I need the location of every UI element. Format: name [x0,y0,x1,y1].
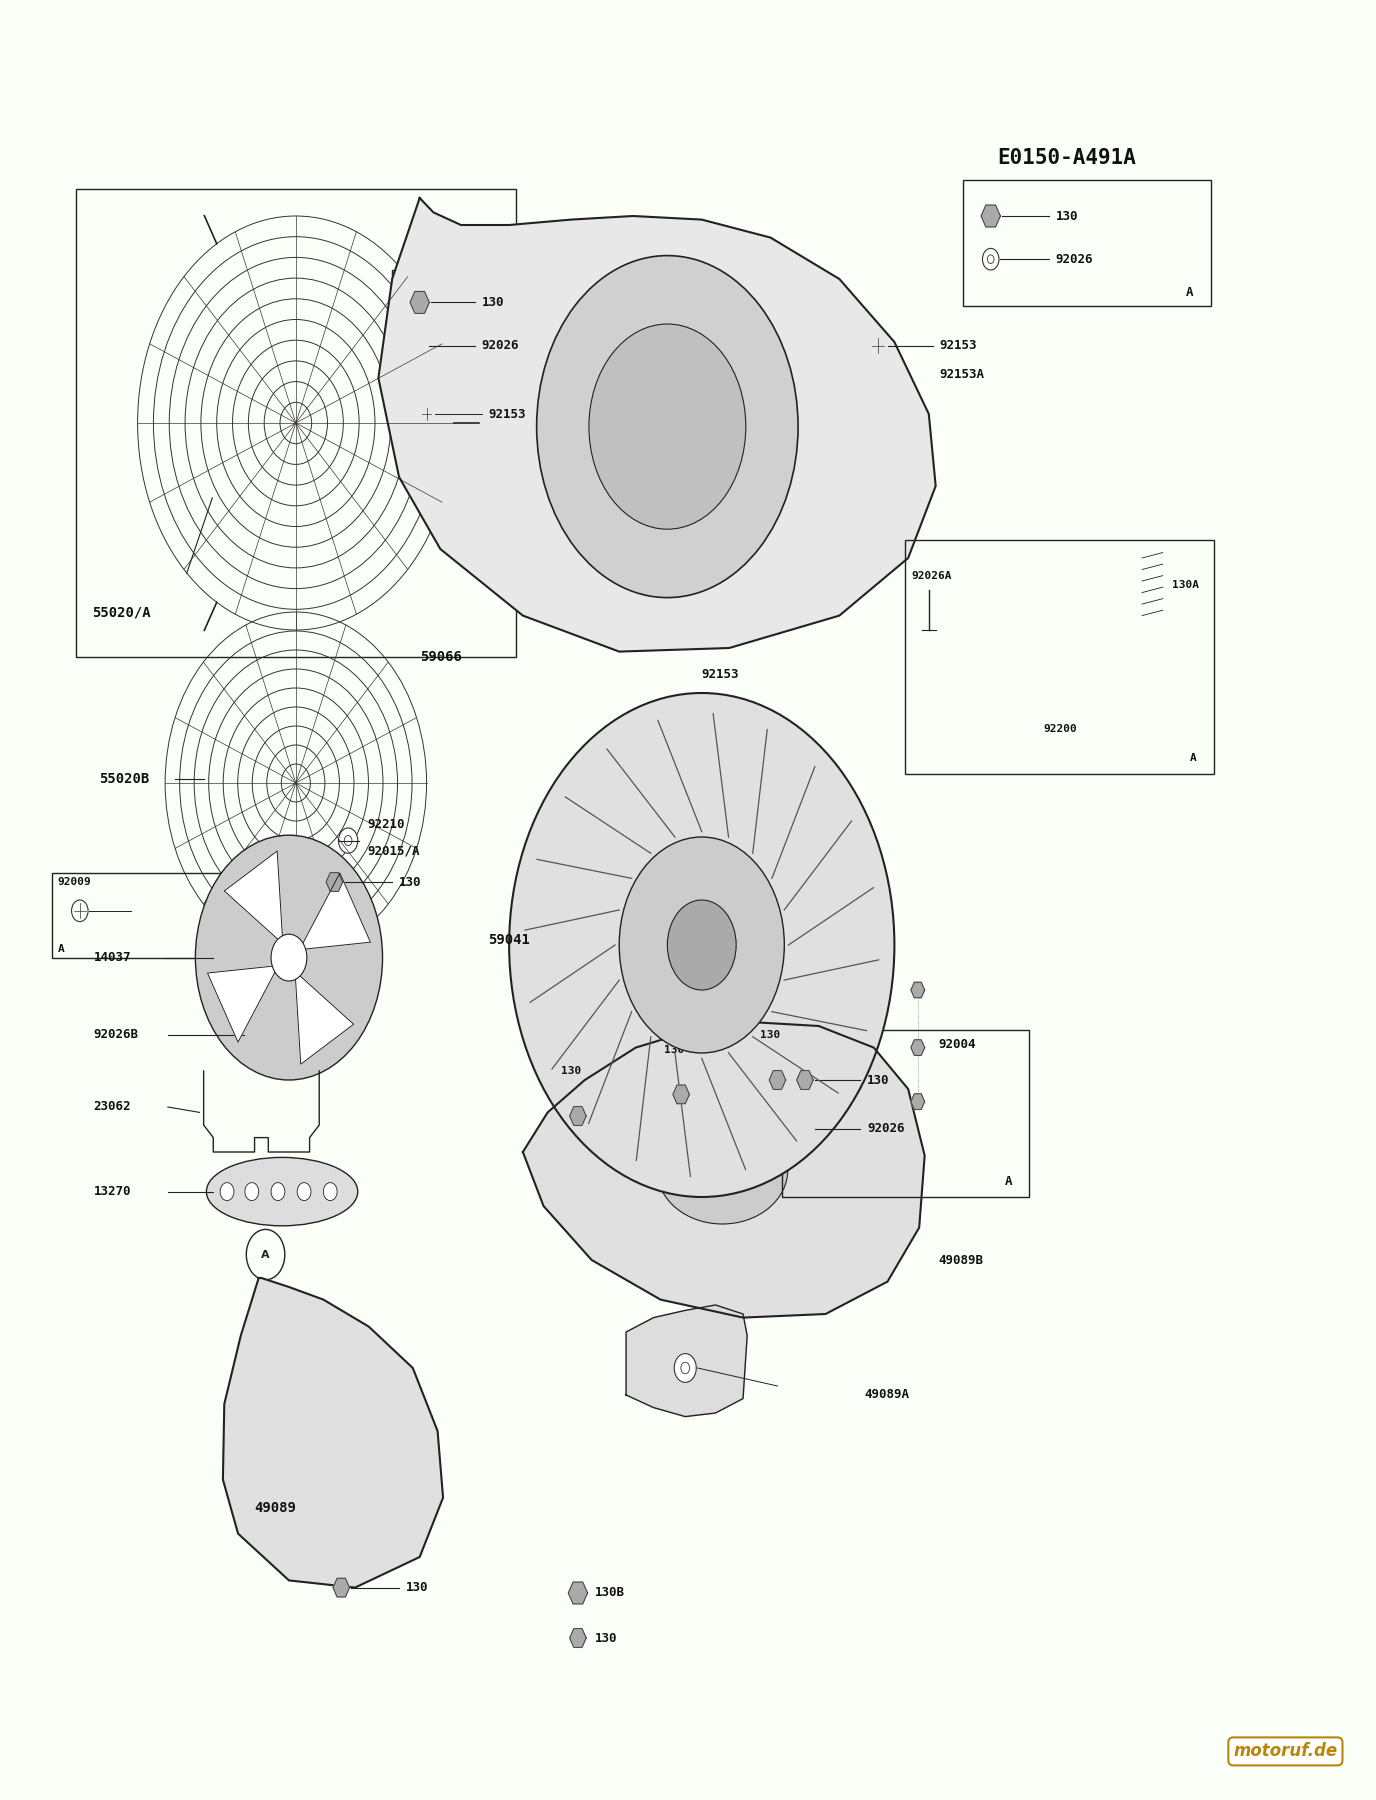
Text: 92153: 92153 [940,338,977,353]
Circle shape [420,405,433,423]
Circle shape [982,248,999,270]
Text: 130: 130 [594,1631,616,1645]
Text: 92026: 92026 [867,1121,904,1136]
Circle shape [338,828,358,853]
Text: 130: 130 [1055,209,1077,223]
Text: 49089A: 49089A [864,1388,910,1402]
Circle shape [220,1183,234,1201]
Text: 130: 130 [867,1073,889,1087]
Ellipse shape [658,1116,787,1224]
Text: A: A [589,376,596,389]
Bar [905,540,1214,774]
Polygon shape [300,873,370,950]
Circle shape [245,1183,259,1201]
Polygon shape [223,1278,443,1588]
Circle shape [271,1183,285,1201]
Polygon shape [378,198,936,652]
Text: 92153A: 92153A [940,367,985,382]
Circle shape [271,934,307,981]
Polygon shape [769,1071,786,1089]
Polygon shape [797,1071,813,1089]
Text: 14037: 14037 [94,950,131,965]
Text: 13270: 13270 [94,1184,131,1199]
Text: 92026: 92026 [482,338,519,353]
Text: A: A [1186,286,1193,299]
Text: 130: 130 [399,875,421,889]
Polygon shape [333,1579,350,1597]
Polygon shape [911,983,925,997]
Polygon shape [911,1040,925,1055]
Polygon shape [326,873,343,891]
Circle shape [323,1183,337,1201]
Circle shape [667,900,736,990]
Polygon shape [523,1022,925,1318]
Polygon shape [570,1107,586,1125]
Polygon shape [673,1085,689,1103]
Polygon shape [911,1094,925,1109]
Polygon shape [570,1629,586,1647]
Bar [76,189,516,657]
Circle shape [509,693,894,1197]
Circle shape [195,835,383,1080]
Circle shape [245,1022,264,1048]
Bar [782,1030,1029,1197]
Text: 130: 130 [406,1580,428,1595]
Circle shape [72,900,88,922]
Text: 55020/A: 55020/A [92,605,151,619]
Circle shape [411,335,428,356]
Text: A: A [1190,752,1197,763]
Bar [52,873,231,958]
Polygon shape [626,1305,747,1417]
Text: 92153: 92153 [702,668,739,682]
Text: 23062: 23062 [94,1100,131,1114]
Text: 59041: 59041 [488,932,530,947]
Text: 92026A: 92026A [911,571,951,581]
Text: 130: 130 [482,295,504,310]
Text: A: A [1004,1175,1011,1188]
Text: motoruf.de: motoruf.de [1233,1742,1337,1760]
Bar [963,180,1211,306]
Text: 92015/A: 92015/A [367,844,420,859]
Circle shape [297,1183,311,1201]
Circle shape [619,837,784,1053]
Text: 55020B: 55020B [99,772,150,787]
Text: A: A [58,943,65,954]
Text: 92026: 92026 [1055,252,1093,266]
Text: 130: 130 [665,1044,684,1055]
Text: 92009: 92009 [58,877,92,887]
Text: 49089: 49089 [255,1501,296,1516]
Text: 92210: 92210 [367,817,405,832]
Text: 92200: 92200 [1043,724,1077,734]
Circle shape [537,256,798,598]
Text: 92004: 92004 [938,1037,976,1051]
Circle shape [870,335,886,356]
Ellipse shape [206,1157,358,1226]
Text: 92026B: 92026B [94,1028,139,1042]
Circle shape [674,1354,696,1382]
Bar [392,270,612,396]
Text: 59066: 59066 [420,650,461,664]
Polygon shape [568,1582,588,1604]
Text: E0150-A491A: E0150-A491A [998,148,1137,169]
Polygon shape [208,965,278,1042]
Text: 92153: 92153 [488,407,526,421]
Text: 130: 130 [761,1030,780,1040]
Text: 49089B: 49089B [938,1253,984,1267]
Polygon shape [981,205,1000,227]
Text: 130B: 130B [594,1586,625,1600]
Text: 130: 130 [561,1066,581,1076]
Polygon shape [224,851,283,943]
Polygon shape [410,292,429,313]
Circle shape [797,1118,813,1139]
Text: 130A: 130A [1172,580,1200,590]
Polygon shape [294,972,354,1064]
Circle shape [589,324,746,529]
Text: A: A [261,1249,270,1260]
